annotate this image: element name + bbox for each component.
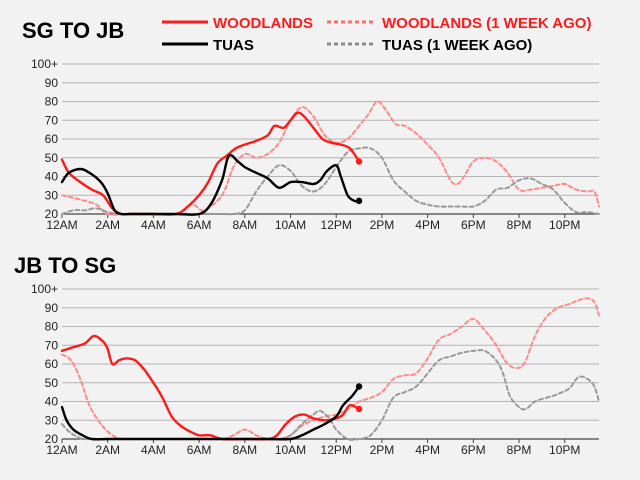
series-line-woodlands bbox=[60, 334, 361, 441]
series-line-woodlands-1-week-ago bbox=[61, 100, 600, 216]
x-tick-label: 10PM bbox=[549, 218, 580, 232]
x-tick-label: 4PM bbox=[415, 443, 440, 457]
legend: WOODLANDS TUAS WOODLANDS (1 WEEK AGO) TU… bbox=[162, 15, 591, 54]
y-tick-label: 40 bbox=[45, 395, 59, 409]
legend-item-woodlands[interactable]: WOODLANDS bbox=[162, 15, 313, 32]
y-tick-label: 60 bbox=[45, 357, 59, 371]
y-tick-label: 90 bbox=[45, 76, 59, 90]
y-tick-label: 80 bbox=[45, 320, 59, 334]
x-tick-label: 6AM bbox=[187, 443, 212, 457]
x-tick-label: 2PM bbox=[370, 218, 395, 232]
x-tick-label: 4PM bbox=[415, 218, 440, 232]
legend-item-tuas-1-week-ago[interactable]: TUAS (1 WEEK AGO) bbox=[327, 37, 532, 54]
y-tick-label: 30 bbox=[45, 413, 59, 427]
y-tick-label: 100+ bbox=[31, 282, 58, 296]
series-end-point-woodlands bbox=[355, 405, 363, 413]
y-tick-label: 50 bbox=[45, 151, 59, 165]
y-tick-label: 50 bbox=[45, 376, 59, 390]
y-tick-label: 70 bbox=[45, 338, 59, 352]
series-end-point-woodlands bbox=[355, 158, 363, 165]
legend-item-tuas[interactable]: TUAS bbox=[162, 37, 254, 54]
series-line-woodlands bbox=[60, 111, 361, 216]
x-tick-label: 12PM bbox=[321, 218, 352, 232]
y-tick-label: 20 bbox=[45, 432, 59, 446]
x-tick-label: 8PM bbox=[507, 218, 532, 232]
x-tick-label: 8AM bbox=[232, 218, 257, 232]
x-tick-label: 4AM bbox=[141, 218, 166, 232]
series-end-point-tuas bbox=[355, 197, 363, 205]
x-tick-label: 6AM bbox=[187, 218, 212, 232]
series-line-tuas bbox=[60, 385, 361, 441]
legend-label: WOODLANDS (1 WEEK AGO) bbox=[382, 15, 591, 32]
series-end-point-tuas bbox=[355, 383, 363, 390]
x-tick-label: 2AM bbox=[95, 443, 120, 457]
y-tick-label: 20 bbox=[45, 207, 59, 221]
y-tick-label: 60 bbox=[45, 132, 59, 146]
x-tick-label: 8AM bbox=[232, 443, 257, 457]
x-tick-label: 12AM bbox=[46, 443, 77, 457]
y-tick-label: 70 bbox=[45, 113, 59, 127]
x-tick-label: 4AM bbox=[141, 443, 166, 457]
x-tick-label: 10AM bbox=[275, 218, 306, 232]
y-tick-label: 100+ bbox=[31, 57, 58, 71]
chart-sg-to-jb: 20 30 40 50 60 70 80 90 100+ 12AM 2AM 4AM 6AM 8AM 10AM… bbox=[31, 57, 600, 232]
x-tick-label: 12PM bbox=[321, 443, 352, 457]
legend-label: TUAS (1 WEEK AGO) bbox=[382, 37, 532, 54]
legend-item-woodlands-1-week-ago[interactable]: WOODLANDS (1 WEEK AGO) bbox=[327, 15, 591, 32]
x-tick-label: 10AM bbox=[275, 443, 306, 457]
y-tick-label: 90 bbox=[45, 301, 59, 315]
y-tick-label: 30 bbox=[45, 188, 59, 202]
x-tick-label: 12AM bbox=[46, 218, 77, 232]
legend-label: WOODLANDS bbox=[213, 15, 313, 32]
series-line-tuas bbox=[60, 153, 361, 216]
chart-title-sg-to-jb: SG TO JB bbox=[22, 18, 124, 43]
x-tick-label: 2PM bbox=[370, 443, 395, 457]
x-tick-label: 6PM bbox=[461, 443, 486, 457]
y-tick-label: 40 bbox=[45, 170, 59, 184]
x-tick-label: 2AM bbox=[95, 218, 120, 232]
legend-label: TUAS bbox=[213, 37, 254, 54]
y-tick-label: 80 bbox=[45, 95, 59, 109]
x-tick-label: 8PM bbox=[507, 443, 532, 457]
x-tick-label: 6PM bbox=[461, 218, 486, 232]
chart-jb-to-sg: 20 30 40 50 60 70 80 90 100+ 12AM 2AM 4AM 6AM 8AM 10AM… bbox=[31, 282, 600, 457]
x-tick-label: 10PM bbox=[549, 443, 580, 457]
chart-title-jb-to-sg: JB TO SG bbox=[14, 253, 116, 278]
